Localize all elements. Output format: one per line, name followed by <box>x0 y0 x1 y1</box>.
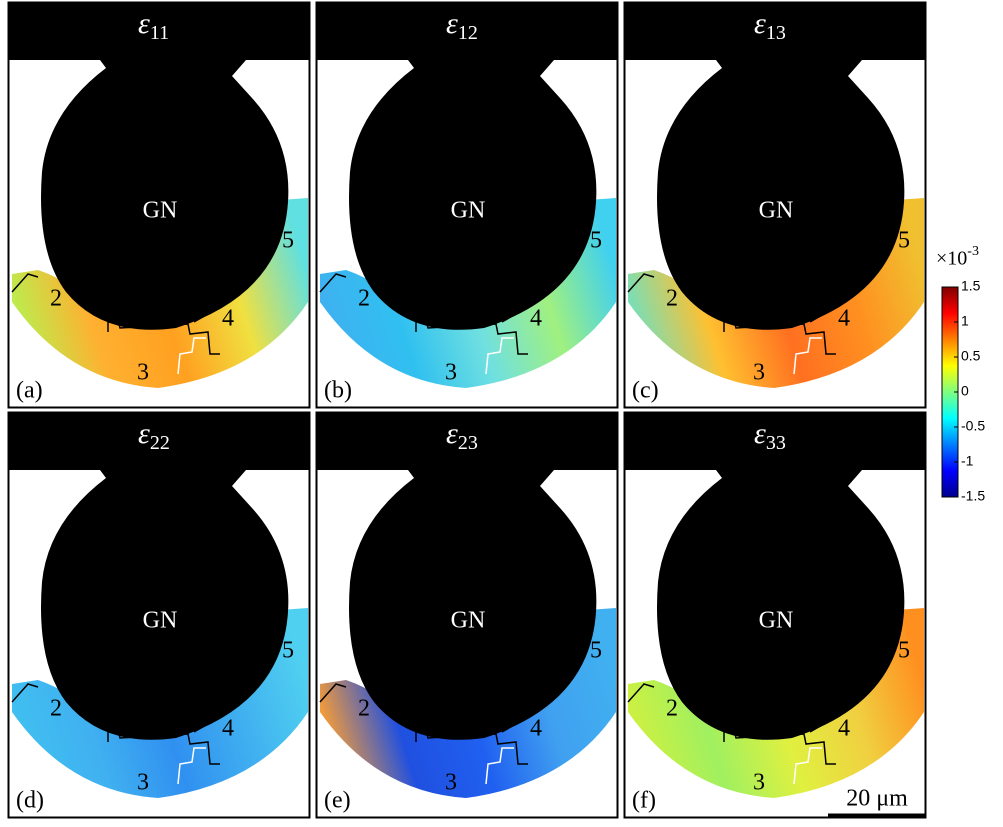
grain-number: 2 <box>50 286 62 312</box>
grain-boundary <box>485 747 514 785</box>
grain-number: 2 <box>666 696 678 722</box>
grain-gn <box>624 412 926 740</box>
panel-label: (b) <box>324 378 352 404</box>
grain-number: 4 <box>530 716 542 742</box>
grain-number: 3 <box>137 770 149 796</box>
panel: ε13 GN 2 3 4 5 (c) <box>623 1 927 409</box>
center-label: GN <box>759 198 794 224</box>
colorbar-tick-label: 0 <box>961 383 969 399</box>
grain-number: 3 <box>137 360 149 386</box>
grain-number: 4 <box>222 306 234 332</box>
component-subscript: 22 <box>150 432 170 454</box>
panel-label: (f) <box>632 788 656 814</box>
grain-number: 2 <box>666 286 678 312</box>
grain-number: 3 <box>753 770 765 796</box>
grain-boundary <box>485 337 514 375</box>
colorbar-tick-label: 0.5 <box>961 348 981 364</box>
component-subscript: 23 <box>458 432 478 454</box>
center-label: GN <box>143 198 178 224</box>
grain-number: 2 <box>358 286 370 312</box>
panel-label: (c) <box>632 378 659 404</box>
center-label: GN <box>143 608 178 634</box>
grain-number: 4 <box>838 716 850 742</box>
grain-number: 2 <box>50 696 62 722</box>
colorbar-tick-label: -1 <box>961 453 974 469</box>
colorbar-factor: ×10-3 <box>936 244 979 269</box>
strain-map <box>12 198 308 388</box>
panel-label: (e) <box>324 788 351 814</box>
panel-frame <box>7 411 311 819</box>
component-subscript: 12 <box>458 22 478 44</box>
scale-bar-label: 20 μm <box>846 786 908 812</box>
grain-gn <box>316 412 618 740</box>
grain-number: 3 <box>753 360 765 386</box>
strain-map <box>12 608 308 798</box>
colorbar-tick-label: -1.5 <box>961 488 985 504</box>
grain-number: 5 <box>282 228 294 254</box>
panel-frame <box>7 1 311 409</box>
panel-label: (a) <box>16 378 43 404</box>
grain-boundary <box>177 337 206 375</box>
center-label: GN <box>451 608 486 634</box>
grain-number: 4 <box>838 306 850 332</box>
component-subscript: 33 <box>766 432 786 454</box>
center-label: GN <box>759 608 794 634</box>
grain-number: 5 <box>282 638 294 664</box>
grain-number: 4 <box>222 716 234 742</box>
grain-gn <box>624 2 926 330</box>
grain-gn <box>316 2 618 330</box>
colorbar-exponent: -3 <box>967 244 979 259</box>
component-subscript: 13 <box>766 22 786 44</box>
panel-frame <box>623 411 927 819</box>
grain-number: 5 <box>898 228 910 254</box>
grain-number: 5 <box>590 638 602 664</box>
strain-map <box>628 198 924 388</box>
grain-number: 3 <box>445 360 457 386</box>
grain-boundary <box>177 747 206 785</box>
colorbar-tick-label: 1 <box>961 313 969 329</box>
strain-map <box>320 198 616 388</box>
colorbar-tick-label: 1.5 <box>961 278 981 294</box>
component-subscript: 11 <box>150 22 169 44</box>
grain-boundary <box>793 747 822 785</box>
grain-number: 3 <box>445 770 457 796</box>
grain-gn <box>8 412 310 740</box>
grain-boundary <box>793 337 822 375</box>
component-symbol: ε13 <box>754 7 786 44</box>
grain-gn <box>8 2 310 330</box>
strain-map <box>320 608 616 798</box>
grain-number: 5 <box>898 638 910 664</box>
strain-map <box>628 608 924 798</box>
panel-label: (d) <box>16 788 44 814</box>
grain-number: 5 <box>590 228 602 254</box>
panel-frame <box>315 411 619 819</box>
center-label: GN <box>451 198 486 224</box>
grain-number: 2 <box>358 696 370 722</box>
panel-frame <box>623 1 927 409</box>
panel-frame <box>315 1 619 409</box>
colorbar-tick-label: -0.5 <box>961 418 985 434</box>
grain-number: 4 <box>530 306 542 332</box>
